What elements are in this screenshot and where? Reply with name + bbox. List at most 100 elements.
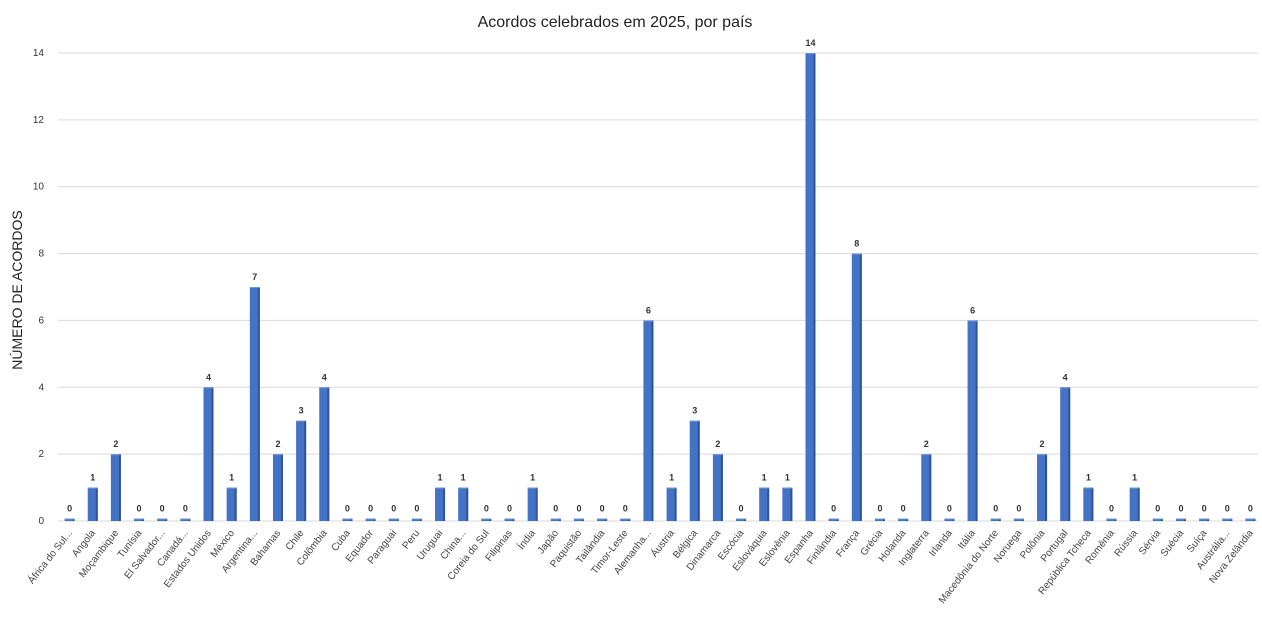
bar [365, 518, 376, 521]
x-tick-label: Índia [514, 527, 538, 552]
bar [1083, 487, 1094, 521]
bar [1152, 518, 1163, 521]
bar [1060, 387, 1071, 521]
bar [157, 518, 168, 521]
data-label: 1 [1086, 473, 1091, 483]
data-label: 0 [183, 504, 188, 514]
bar [1245, 518, 1256, 521]
x-tick-label: África do Sul... [25, 527, 75, 586]
bar [990, 518, 1001, 521]
bar [828, 518, 839, 521]
data-label: 0 [507, 504, 512, 514]
bar [481, 518, 492, 521]
y-tick-label: 12 [33, 115, 45, 126]
data-label: 0 [877, 504, 882, 514]
data-label: 1 [461, 473, 466, 483]
bar [435, 487, 446, 521]
bar [1199, 518, 1210, 521]
data-label: 0 [1202, 504, 1207, 514]
bar [203, 387, 214, 521]
bar [110, 454, 121, 521]
x-tick-label: Rússia [1113, 528, 1141, 559]
y-tick-label: 0 [38, 516, 44, 527]
bar [944, 518, 955, 521]
bar [736, 518, 747, 521]
bar [805, 53, 816, 521]
gridlines [58, 52, 1258, 522]
data-label: 0 [1248, 504, 1253, 514]
data-label: 1 [762, 473, 767, 483]
data-label: 0 [67, 504, 72, 514]
data-label: 4 [206, 372, 211, 382]
data-label: 0 [1109, 504, 1114, 514]
y-tick-label: 8 [38, 249, 44, 260]
x-tick-label: Suécia [1159, 528, 1187, 559]
data-label: 1 [669, 473, 674, 483]
data-label: 0 [1155, 504, 1160, 514]
x-tick-label: Chile [284, 528, 307, 553]
data-label: 2 [715, 439, 720, 449]
data-label: 2 [113, 439, 118, 449]
bar [527, 487, 538, 521]
data-label: 6 [646, 305, 651, 315]
bar [458, 487, 469, 521]
bar [272, 454, 283, 521]
y-axis-ticks: 0 2 4 6 8 10 12 14 [33, 48, 45, 527]
data-label: 0 [1178, 504, 1183, 514]
bar [573, 518, 584, 521]
bar [319, 387, 330, 521]
bar [296, 420, 307, 521]
bar [874, 518, 885, 521]
data-label: 0 [414, 504, 419, 514]
data-label: 6 [970, 305, 975, 315]
x-tick-label: França [834, 528, 862, 560]
data-label: 0 [831, 504, 836, 514]
data-label: 0 [160, 504, 165, 514]
data-label: 2 [924, 439, 929, 449]
x-axis-ticks: África do Sul...AngolaMoçambiqueTunísiaE… [25, 526, 1256, 605]
data-label: 1 [90, 473, 95, 483]
data-label: 0 [993, 504, 998, 514]
bar [666, 487, 677, 521]
data-label: 0 [1016, 504, 1021, 514]
bar [898, 518, 909, 521]
bar [87, 487, 98, 521]
x-tick-label: Irlanda [927, 528, 955, 559]
bar [759, 487, 770, 521]
data-label: 0 [484, 504, 489, 514]
data-label: 2 [1040, 439, 1045, 449]
bar [249, 287, 260, 521]
bar [643, 320, 654, 521]
bar [180, 518, 191, 521]
y-tick-label: 4 [38, 382, 44, 393]
data-label: 0 [739, 504, 744, 514]
data-label: 0 [345, 504, 350, 514]
bar [64, 518, 75, 521]
data-label: 0 [901, 504, 906, 514]
data-label: 3 [692, 406, 697, 416]
bars [64, 53, 1256, 522]
data-label: 1 [785, 473, 790, 483]
data-label: 1 [438, 473, 443, 483]
bar [620, 518, 631, 521]
x-tick-label: Peru [401, 528, 423, 551]
data-label: 0 [137, 504, 142, 514]
data-label: 0 [947, 504, 952, 514]
bar [134, 518, 145, 521]
data-label: 0 [368, 504, 373, 514]
bar [967, 320, 978, 521]
bar [1037, 454, 1048, 521]
data-label: 0 [1225, 504, 1230, 514]
bar [689, 420, 700, 521]
y-tick-label: 14 [33, 48, 45, 59]
bar [1175, 518, 1186, 521]
y-axis-label: NÚMERO DE ACORDOS [9, 210, 25, 369]
data-label: 0 [553, 504, 558, 514]
data-label: 3 [299, 406, 304, 416]
data-label: 0 [391, 504, 396, 514]
bar [712, 454, 723, 521]
data-label: 1 [1132, 473, 1137, 483]
